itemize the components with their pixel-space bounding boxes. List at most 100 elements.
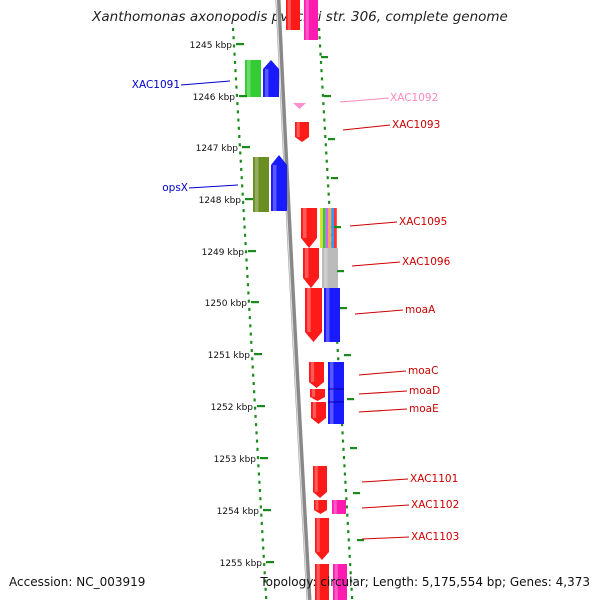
gene-xac1093	[295, 122, 309, 142]
track-dot	[319, 60, 323, 64]
gene-label: opsX	[162, 182, 188, 194]
kbp-tick-label: 1249 kbp	[202, 248, 245, 258]
gene-xac1091-blue	[263, 60, 279, 97]
track-dot	[246, 274, 249, 278]
right-tick-mark	[331, 177, 338, 180]
track-dot	[255, 431, 258, 435]
kbp-tick-label: 1255 kbp	[220, 559, 263, 569]
track-dot	[318, 44, 322, 48]
topology-label: Topology: circular; Length: 5,175,554 bp…	[260, 575, 590, 589]
track-dot	[346, 513, 349, 517]
gene-label: moaD	[409, 385, 440, 397]
gene-xac1091-blue-shine	[264, 69, 269, 97]
track-dot	[247, 299, 250, 303]
genome-spine	[275, 0, 312, 600]
kbp-tick-label: 1246 kbp	[193, 93, 236, 103]
right-tick-mark	[321, 56, 328, 59]
accession-label: Accession: NC_003919	[9, 575, 146, 589]
track-dot	[327, 184, 330, 188]
track-dot	[252, 373, 255, 377]
right-tick-mark	[337, 270, 344, 273]
leader-line	[354, 309, 404, 315]
gene-opsx-blue-shine	[272, 165, 277, 211]
track-dot	[262, 554, 265, 558]
track-dot	[256, 456, 260, 460]
track-dot	[232, 44, 236, 48]
track-dot	[264, 579, 267, 583]
track-dot	[345, 497, 348, 501]
track-dot	[264, 587, 267, 591]
track-dot	[326, 176, 329, 180]
gene-moae	[311, 402, 326, 424]
leader-line	[342, 124, 391, 131]
leader-line	[361, 478, 409, 483]
gene-moaa-blue-shine	[325, 288, 330, 342]
spine-highlight	[275, 0, 309, 600]
track-dot	[323, 126, 326, 130]
gene-xac1095-stripe	[322, 208, 326, 248]
track-dot	[319, 52, 322, 56]
track-dot	[250, 340, 253, 344]
gene-opsx-blue	[271, 155, 287, 211]
track-dot	[346, 521, 349, 525]
track-dot	[250, 349, 253, 353]
track-dot	[263, 563, 266, 567]
track-dot	[324, 143, 327, 147]
track-dot	[347, 538, 350, 542]
kbp-tick-mark	[248, 250, 256, 253]
gene-moa-blue	[328, 362, 344, 424]
leader-line	[358, 408, 408, 413]
track-dot	[233, 60, 237, 64]
track-dot	[323, 118, 326, 122]
track-dot	[321, 93, 325, 97]
leader-line	[349, 221, 398, 227]
track-dot	[249, 332, 252, 336]
track-dot	[259, 505, 262, 509]
gene-xac1102-pink	[332, 500, 346, 514]
kbp-tick-mark	[242, 146, 250, 149]
gene-label: XAC1101	[410, 473, 458, 485]
gene-moaa	[305, 288, 322, 342]
track-dot	[322, 110, 325, 114]
leader-line	[180, 80, 231, 86]
gene-xac1102-shine	[315, 500, 319, 510]
gene-label: moaE	[409, 403, 439, 415]
track-dot	[347, 530, 350, 534]
track-dot	[324, 135, 327, 139]
right-tick-mark	[334, 226, 341, 229]
track-dot	[265, 596, 268, 599]
gene-labels: XAC1091 opsX XAC1092 XAC1093 XAC1095 XAC1096 m…	[132, 79, 460, 543]
track-dot	[341, 439, 345, 443]
gene-bottom-pink-shine	[334, 564, 338, 600]
gene-top-pink	[304, 0, 318, 40]
kbp-tick-mark	[251, 301, 259, 304]
gene-moad	[310, 389, 325, 401]
track-dot	[244, 250, 248, 254]
track-dot	[318, 28, 321, 31]
leader-line	[188, 184, 239, 189]
kbp-tick-mark	[245, 198, 253, 201]
gene-xac1092	[293, 103, 306, 109]
track-dot	[327, 192, 330, 196]
track-dot	[258, 488, 261, 492]
track-dot	[342, 456, 346, 460]
right-tick-mark	[324, 95, 331, 98]
track-dot	[234, 69, 237, 73]
gene-xac1103	[315, 518, 329, 560]
track-dot	[238, 143, 241, 147]
track-dot	[239, 159, 242, 163]
gene-moac	[309, 362, 324, 388]
track-dot	[260, 521, 263, 525]
right-tick-mark	[340, 307, 347, 310]
track-dot	[348, 554, 351, 558]
gene-moaa-shine	[307, 288, 311, 332]
track-dot	[235, 93, 239, 97]
kbp-tick-mark	[239, 95, 247, 98]
track-dot	[235, 85, 238, 89]
track-dot	[253, 390, 256, 394]
track-dot	[336, 340, 339, 344]
track-dot	[325, 159, 328, 163]
gene-label: XAC1102	[411, 499, 459, 511]
gene-top-red-shine	[287, 0, 291, 30]
leader-line	[361, 536, 410, 540]
